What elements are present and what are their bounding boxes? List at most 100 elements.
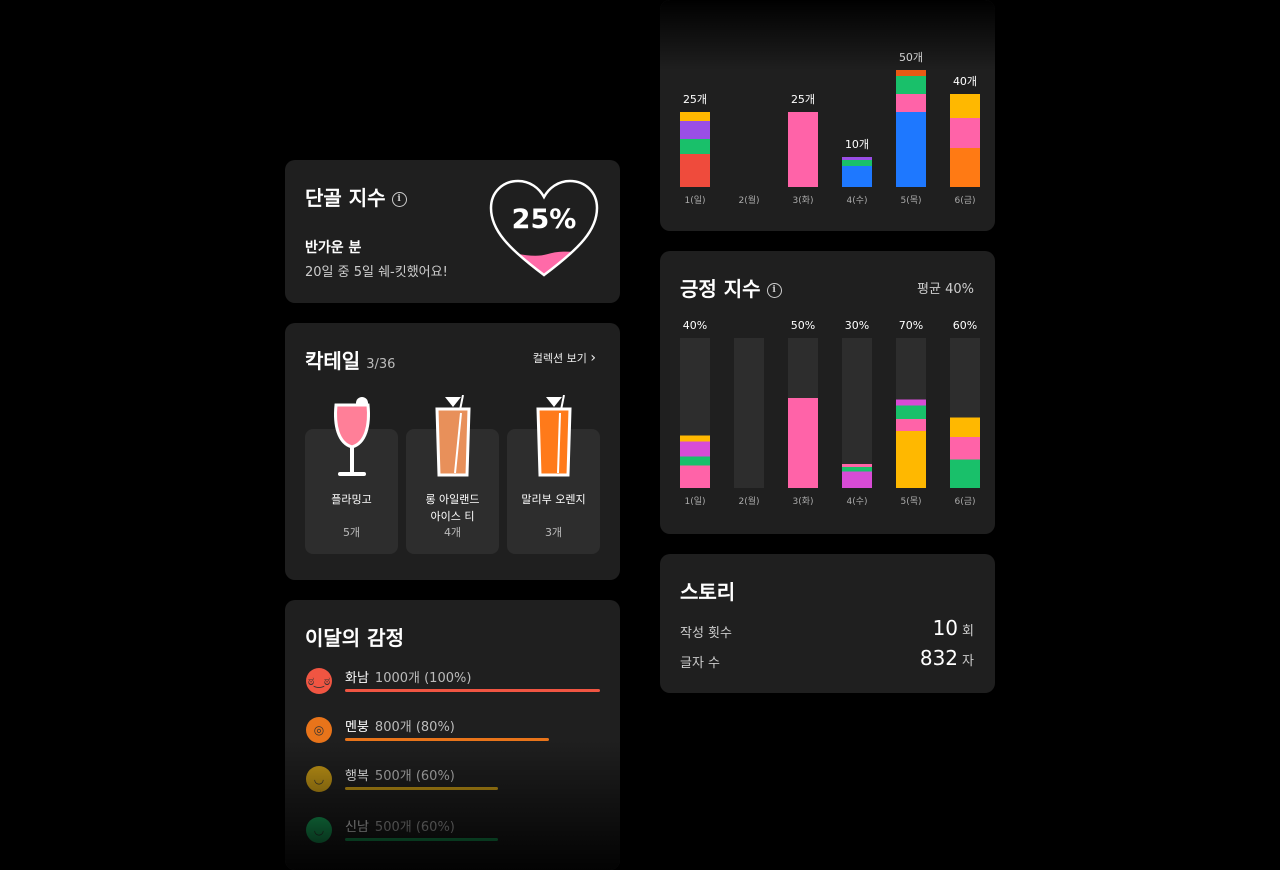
story-row-chars: 글자 수 832 자 — [680, 646, 974, 672]
bar-segment — [896, 112, 926, 187]
chevron-right-icon: › — [590, 350, 596, 366]
emotion-bar — [345, 738, 549, 741]
tick-label: 5(목) — [900, 496, 921, 507]
bar-segment — [950, 94, 980, 118]
tall-glass-icon — [536, 395, 572, 477]
emotion-value: 500개 (60%) — [374, 769, 455, 784]
cocktail-name: 말리부 오렌지 — [521, 493, 586, 506]
wine-glass-icon — [334, 397, 370, 476]
bar-segment — [680, 435, 710, 442]
emotion-row-angry: ಠ‿ಠ 화남 1000개 (100%) — [305, 667, 605, 707]
positive-average: 평균 40% — [917, 282, 974, 297]
story-title: 스토리 — [680, 580, 736, 604]
tick-label: 5(목) — [900, 195, 921, 206]
bar-segment — [842, 467, 872, 472]
bar-segment — [896, 70, 926, 76]
smile-face-icon: ◡ — [306, 766, 332, 792]
bar-segment — [680, 456, 710, 466]
emotion-value: 1000개 (100%) — [374, 671, 472, 686]
bar-segment — [842, 471, 872, 488]
story-value: 832 — [919, 646, 959, 670]
bar-segment — [896, 431, 926, 488]
bar-segment — [950, 118, 980, 148]
emotion-value: 800개 (80%) — [374, 720, 455, 735]
data-label: 25개 — [791, 93, 815, 106]
tick-label: 4(수) — [846, 195, 867, 206]
info-icon[interactable]: i — [391, 192, 407, 207]
story-value: 10 — [932, 616, 959, 640]
positive-chart-card: 긍정 지수 i 평균 40% 40% 1(일) 2(월) 50% 3(화) 30% 4(수) 7… — [660, 251, 995, 534]
data-label: 70% — [899, 319, 923, 332]
shocked-face-icon: ◎ — [306, 717, 332, 743]
cocktail-count: 3/36 — [366, 357, 396, 372]
positive-title: 긍정 지수 i — [680, 273, 782, 302]
count-chart-card: 25개 1(일) 2(월) 25개 3(화) 10개 4(수) 50개 5(목) 40개 6(금) — [660, 0, 995, 231]
angry-face-icon: ಠ‿ಠ — [306, 668, 332, 694]
emotion-row-shocked: ◎ 멘붕 800개 (80%) — [305, 716, 605, 756]
bar-segment — [680, 154, 710, 187]
bar-track — [842, 338, 872, 488]
data-label: 60% — [953, 319, 977, 332]
cocktail-tile-flamingo[interactable]: 플라밍고 5개 — [305, 429, 398, 554]
bar-segment — [842, 160, 872, 166]
bar-segment — [680, 465, 710, 488]
data-label: 40% — [683, 319, 707, 332]
bar-segment — [680, 441, 710, 457]
emotion-name: 행복 — [345, 769, 369, 784]
info-icon[interactable]: i — [766, 283, 782, 298]
emotion-name: 신남 — [345, 820, 369, 835]
tick-label: 6(금) — [954, 496, 975, 507]
data-label: 25개 — [683, 93, 707, 106]
cocktail-count-value: 5개 — [342, 526, 361, 539]
story-row-writes: 작성 횟수 10 회 — [680, 616, 974, 642]
emotion-name: 멘붕 — [345, 720, 369, 735]
bar-segment — [788, 398, 818, 488]
bar-segment — [680, 112, 710, 121]
dangol-card: 단골 지수 i 반가운 분 20일 중 5일 쉐-킷했어요! 25% — [285, 160, 620, 303]
bar-segment — [680, 121, 710, 139]
bar-segment — [788, 112, 818, 187]
data-label: 40개 — [953, 75, 977, 88]
emotion-bar — [345, 838, 498, 841]
cocktail-name: 플라밍고 — [331, 493, 372, 506]
tick-label: 1(일) — [684, 496, 705, 507]
bar-segment — [842, 157, 872, 160]
emotion-card: 이달의 감정 ಠ‿ಠ 화남 1000개 (100%) ◎ 멘붕 800개 (80%)… — [285, 600, 620, 870]
cocktail-card: 칵테일 3/36 컬렉션 보기 › 플라밍고 5개 롱 아일랜드 아이스 티 4개… — [285, 323, 620, 580]
tick-label: 2(월) — [738, 194, 759, 206]
bar-segment — [896, 94, 926, 112]
bar-segment — [842, 464, 872, 467]
excited-face-icon: ◡ — [306, 817, 332, 843]
emotion-value: 500개 (60%) — [374, 820, 455, 835]
bar-segment — [896, 76, 926, 94]
count-chart: 25개 1(일) 2(월) 25개 3(화) 10개 4(수) 50개 5(목) 40개 6(금) — [680, 51, 980, 206]
story-unit: 회 — [962, 624, 974, 639]
emotion-row-excited: ◡ 신남 500개 (60%) — [305, 816, 605, 856]
bar-segment — [842, 166, 872, 187]
tick-label: 3(화) — [792, 496, 813, 507]
bar-segment — [896, 399, 926, 406]
story-label: 작성 횟수 — [680, 626, 732, 641]
dangol-summary: 20일 중 5일 쉐-킷했어요! — [305, 265, 448, 280]
bar-segment — [680, 139, 710, 154]
data-label: 10개 — [845, 138, 869, 151]
bar-track — [734, 338, 764, 488]
cocktail-count-value: 3개 — [544, 526, 563, 539]
bar-segment — [950, 459, 980, 488]
bar-segment — [896, 419, 926, 431]
story-unit: 자 — [962, 654, 974, 669]
data-label: 50% — [791, 319, 815, 332]
data-label: 30% — [845, 319, 869, 332]
emotion-title: 이달의 감정 — [305, 626, 404, 650]
tick-label: 4(수) — [846, 496, 867, 507]
collection-link[interactable]: 컬렉션 보기 › — [532, 350, 596, 366]
tall-glass-icon — [435, 395, 471, 477]
story-card: 스토리 작성 횟수 10 회 글자 수 832 자 — [660, 554, 995, 693]
emotion-name: 화남 — [345, 671, 369, 686]
emotion-bar — [345, 787, 498, 790]
bar-segment — [950, 417, 980, 437]
cocktail-name: 롱 아일랜드 아이스 티 — [425, 493, 480, 523]
emotion-bar — [345, 689, 600, 692]
heart-icon: 25% — [489, 179, 599, 277]
cocktail-title: 칵테일 3/36 — [305, 349, 396, 373]
